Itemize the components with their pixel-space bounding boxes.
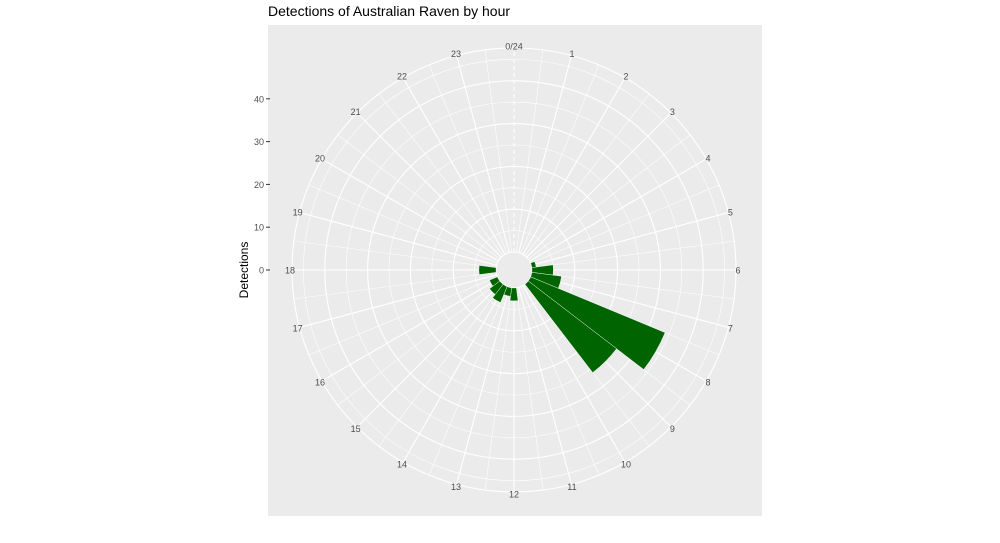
grid-spoke-major: [456, 287, 510, 485]
bar-hour-12: [509, 287, 519, 302]
grid-spoke-minor: [378, 284, 504, 447]
bar-hour-8: [527, 276, 666, 370]
grid-spoke-major: [299, 274, 497, 328]
grid-spoke-major: [522, 285, 626, 463]
bar-hour-16: [489, 276, 501, 287]
chart-title: Detections of Australian Raven by hour: [268, 3, 511, 19]
grid-spoke-minor: [378, 93, 504, 256]
grid-ring: [431, 187, 597, 353]
x-tick-label: 2: [623, 72, 628, 82]
grid-spoke-major: [529, 158, 707, 262]
grid-spoke-major: [518, 55, 572, 253]
x-tick-label: 16: [315, 378, 325, 388]
bars: [478, 261, 666, 373]
x-tick-label: 10: [621, 459, 631, 469]
x-tick-label: 7: [728, 323, 733, 333]
x-tick-label: 17: [293, 323, 303, 333]
grid-spoke-major: [321, 278, 499, 382]
grid-spoke-minor: [524, 93, 650, 256]
grid-spoke-minor: [293, 240, 497, 268]
y-axis-label: Detections: [237, 242, 251, 299]
y-tick-label: 0: [259, 266, 264, 276]
grid-spoke-minor: [308, 184, 498, 264]
grid-spoke-minor: [520, 64, 600, 254]
grid-spoke-major: [321, 158, 499, 262]
x-tick-label: 13: [451, 482, 461, 492]
x-tick-label: 23: [451, 49, 461, 59]
grid-spoke-minor: [520, 286, 600, 476]
x-tick-label: 5: [728, 208, 733, 218]
grid-spoke-major: [356, 282, 502, 428]
grid-spoke-major: [531, 212, 729, 266]
grid-ring: [388, 144, 640, 396]
grid-spoke-major: [356, 112, 502, 258]
x-tick-labels: 0/24123456789101112131415161718192021222…: [285, 42, 741, 500]
grid-spoke-major: [402, 77, 506, 255]
grid-spoke-major: [526, 112, 672, 258]
grid-spoke-minor: [528, 134, 691, 260]
y-tick-label: 20: [254, 180, 264, 190]
grid-spoke-minor: [337, 134, 500, 260]
grid-ring: [409, 165, 619, 375]
x-tick-label: 20: [315, 154, 325, 164]
x-tick-label: 14: [397, 459, 407, 469]
x-tick-label: 8: [705, 378, 710, 388]
grid-spoke-minor: [293, 272, 497, 300]
grid-spoke-major: [456, 55, 510, 253]
x-tick-label: 1: [569, 49, 574, 59]
y-axis: 0 10 20 30 40: [254, 94, 270, 276]
x-tick-label: 11: [567, 482, 576, 492]
grid-spoke-major: [531, 274, 729, 328]
grid-spoke-minor: [428, 286, 508, 476]
grid-spoke-major: [402, 285, 506, 463]
grid-spoke-major: [299, 212, 497, 266]
x-tick-label: 18: [285, 266, 295, 276]
x-tick-label: 3: [670, 107, 675, 117]
grid-spoke-minor: [531, 240, 735, 268]
grid-ring: [324, 80, 704, 460]
grid-spoke-minor: [337, 280, 500, 406]
x-tick-label: 21: [351, 107, 361, 117]
bar-hour-9: [524, 280, 617, 373]
grid-spoke-minor: [484, 287, 512, 491]
x-tick-label: 19: [293, 208, 303, 218]
bar-hour-15: [489, 280, 504, 295]
grid-spoke-minor: [308, 276, 498, 356]
grid-spoke-minor: [530, 184, 720, 264]
x-tick-label: 4: [705, 154, 710, 164]
x-tick-label: 6: [735, 266, 740, 276]
bar-hour-14: [492, 283, 508, 303]
x-tick-label: 9: [670, 424, 675, 434]
grid-spoke-minor: [516, 287, 544, 491]
grid-spoke-minor: [516, 49, 544, 253]
grid-ring: [367, 123, 661, 417]
x-tick-label: 0/24: [505, 42, 523, 52]
grid-spoke-major: [522, 77, 626, 255]
grid-ring: [452, 208, 576, 332]
grid-ring: [345, 101, 683, 439]
grid-spoke-minor: [531, 272, 735, 300]
x-tick-label: 12: [509, 490, 519, 500]
grid-ring-outer: [291, 47, 737, 493]
grid-spoke-minor: [484, 49, 512, 253]
y-tick-label: 40: [254, 94, 264, 104]
grid-ring: [303, 59, 725, 481]
y-tick-label: 10: [254, 223, 264, 233]
x-tick-label: 22: [397, 72, 407, 82]
x-tick-label: 15: [351, 424, 361, 434]
grid-spoke-major: [518, 287, 572, 485]
y-tick-label: 30: [254, 137, 264, 147]
bar-hour-18: [478, 265, 497, 275]
grid-spoke-minor: [428, 64, 508, 254]
